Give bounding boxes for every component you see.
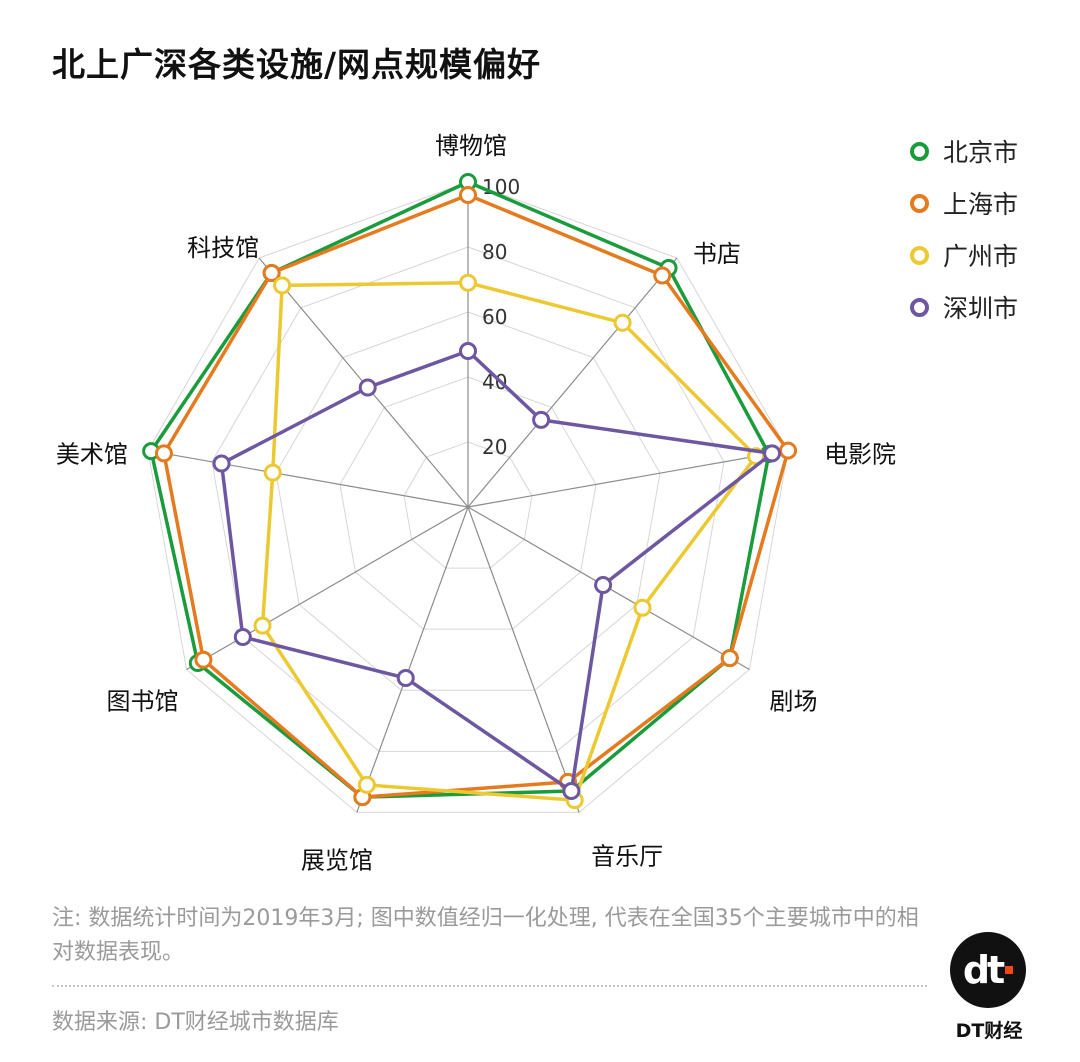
grid-spoke [356, 506, 469, 813]
grid-spoke [467, 257, 678, 508]
data-point [763, 444, 782, 463]
legend-item: 上海市 [910, 177, 1018, 229]
data-point [653, 266, 672, 285]
legend-label: 深圳市 [943, 294, 1019, 323]
axis-label: 电影院 [824, 441, 896, 469]
data-point [396, 669, 415, 688]
grid-spoke [186, 506, 469, 671]
legend-swatch [910, 193, 929, 213]
grid-ring-80 [211, 246, 725, 752]
grid-spoke [467, 506, 580, 813]
data-point [459, 273, 477, 292]
grid-ring-40 [339, 376, 597, 630]
legend-label: 上海市 [943, 190, 1019, 219]
legend-item: 北京市 [910, 125, 1018, 177]
grid-ring-20 [403, 441, 533, 569]
grid-ring-100 [147, 181, 789, 813]
grid-ring-60 [275, 311, 661, 691]
series-line [162, 193, 790, 799]
data-point [562, 782, 581, 801]
data-point [263, 463, 282, 482]
data-point [194, 650, 213, 669]
legend-swatch [910, 297, 929, 317]
data-point [233, 628, 252, 646]
legend: 北京市上海市广州市深圳市 [910, 125, 1018, 333]
data-point [459, 186, 477, 204]
grid-spoke [147, 449, 469, 508]
legend-swatch [910, 245, 929, 265]
tick-label: 60 [482, 305, 507, 329]
axis-label: 图书馆 [107, 688, 179, 716]
series-line [260, 281, 758, 802]
brand-logo: dt [950, 932, 1026, 1008]
data-point [358, 378, 377, 397]
axis-label: 书店 [693, 240, 741, 268]
data-point [262, 263, 281, 282]
axis-label: 美术馆 [56, 441, 128, 469]
data-source: 数据来源: DT财经城市数据库 [52, 1010, 339, 1035]
divider [52, 985, 927, 987]
legend-label: 北京市 [943, 138, 1019, 167]
data-point [253, 616, 272, 635]
data-point [357, 775, 376, 794]
axis-label: 剧场 [769, 688, 817, 716]
axis-label: 音乐厅 [591, 842, 663, 870]
data-point [273, 276, 292, 295]
axis-label: 展览馆 [301, 846, 373, 874]
data-point [459, 342, 477, 360]
grid-spoke [467, 449, 789, 508]
data-point [532, 410, 551, 429]
data-point [212, 454, 231, 473]
tick-label: 20 [482, 435, 507, 459]
legend-label: 广州市 [943, 242, 1019, 271]
data-point [613, 313, 632, 332]
brand-name: DT财经 [955, 1020, 1023, 1042]
footnote: 注: 数据统计时间为2019年3月; 图中数值经归一化处理, 代表在全国35个主… [52, 906, 919, 965]
data-point [594, 576, 613, 594]
data-point [633, 598, 652, 617]
brand-logo-glyph: dt [962, 948, 1005, 992]
series-line [149, 180, 771, 799]
tick-label: 80 [482, 240, 507, 264]
chart-title: 北上广深各类设施/网点规模偏好 [52, 45, 542, 84]
axis-label: 科技馆 [187, 234, 259, 262]
legend-item: 深圳市 [910, 281, 1018, 333]
brand-logo-dot [1005, 966, 1014, 974]
data-point [779, 441, 798, 460]
tick-label: 40 [482, 370, 507, 394]
axis-label: 博物馆 [435, 132, 507, 160]
data-point [154, 444, 173, 463]
legend-swatch [910, 141, 929, 161]
legend-item: 广州市 [910, 229, 1018, 281]
series-line [219, 349, 774, 793]
data-point [720, 649, 739, 668]
